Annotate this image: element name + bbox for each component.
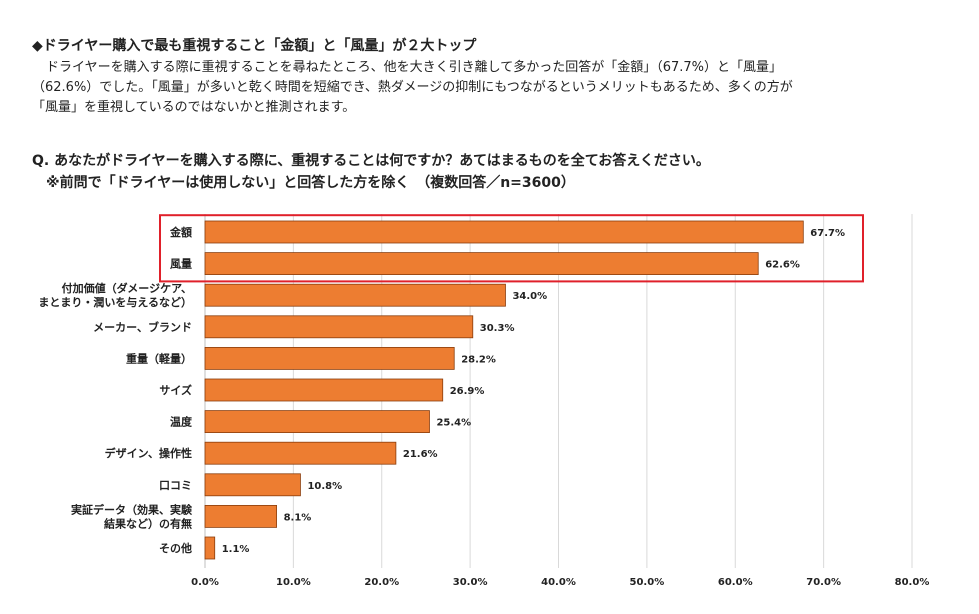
x-tick-label: 10.0% [276, 577, 311, 588]
bar-chart: 0.0% 10.0% 20.0% 30.0% 40.0% 50.0% 60.0% 70.0% 8… [38, 214, 930, 588]
article-section: ◆ドライヤー購入で最も重視すること「金額」と「風量」が２大トップ ドライヤーを購… [32, 36, 972, 118]
bar [204, 346, 455, 370]
category-label: 温度 [170, 415, 193, 429]
bar-value-label: 30.3% [480, 323, 515, 334]
question-note: ※前問で「ドライヤーは使用しない」と回答した方を除く （複数回答／n=3600） [46, 175, 575, 191]
bar-value-label: 62.6% [765, 260, 800, 271]
x-tick-label: 30.0% [453, 577, 488, 588]
lead-line-2: （62.6%）でした。「風量」が多いと乾く時間を短縮でき、熱ダメージの抑制にもつ… [32, 80, 793, 95]
bar-value-label: 8.1% [284, 512, 312, 523]
bar-value-label: 67.7% [810, 228, 845, 239]
x-tick-label: 50.0% [630, 577, 665, 588]
category-label: 結果など）の有無 [104, 516, 192, 530]
bar-value-label: 1.1% [222, 544, 250, 555]
x-tick-label: 40.0% [541, 577, 576, 588]
x-tick-label: 70.0% [806, 577, 841, 588]
bar [204, 504, 277, 528]
category-label: まとまり・潤いを与えるなど） [38, 295, 192, 309]
bar [204, 473, 301, 497]
bar [204, 441, 397, 465]
bar [204, 283, 506, 307]
lead-line-1: ドライヤーを購入する際に重視することを尋ねたところ、他を大きく引き離して多かった… [46, 60, 783, 75]
x-tick-label: 60.0% [718, 577, 753, 588]
bar [204, 220, 804, 244]
bar-value-label: 28.2% [461, 354, 496, 365]
article-lead: ドライヤーを購入する際に重視することを尋ねたところ、他を大きく引き離して多かった… [32, 58, 972, 118]
bar [204, 536, 216, 560]
bar [204, 378, 444, 402]
category-label: 付加価値（ダメージケア、 [62, 281, 192, 295]
category-label: メーカー、ブランド [93, 320, 192, 334]
category-label: 実証データ（効果、実験 [71, 502, 193, 516]
category-label: デザイン、操作性 [105, 446, 192, 460]
category-label: 金額 [169, 225, 192, 239]
question-text: Q. あなたがドライヤーを購入する際に、重視することは何ですか？あてはまるものを… [32, 153, 710, 169]
bar [204, 410, 430, 434]
category-label: サイズ [159, 383, 192, 397]
bar-value-label: 25.4% [436, 418, 471, 429]
highlight-box [159, 214, 864, 283]
category-label: 口コミ [159, 479, 192, 492]
bar [204, 252, 759, 275]
lead-line-3: 「風量」を重視しているのではないかと推測されます。 [32, 100, 356, 115]
category-label: 風量 [170, 258, 192, 271]
x-tick-label: 0.0% [191, 577, 219, 588]
survey-question: Q. あなたがドライヤーを購入する際に、重視することは何ですか？あてはまるものを… [32, 150, 972, 194]
x-tick-label: 20.0% [364, 577, 399, 588]
bar-value-label: 26.9% [450, 386, 485, 397]
article-headline: ◆ドライヤー購入で最も重視すること「金額」と「風量」が２大トップ [32, 38, 477, 54]
bar [204, 315, 474, 339]
bar-value-label: 21.6% [403, 449, 438, 460]
bar-value-label: 34.0% [512, 291, 547, 302]
category-label: その他 [159, 541, 192, 555]
category-label: 重量（軽量） [126, 351, 192, 365]
bar-value-label: 10.8% [307, 481, 342, 492]
x-tick-label: 80.0% [895, 577, 930, 588]
